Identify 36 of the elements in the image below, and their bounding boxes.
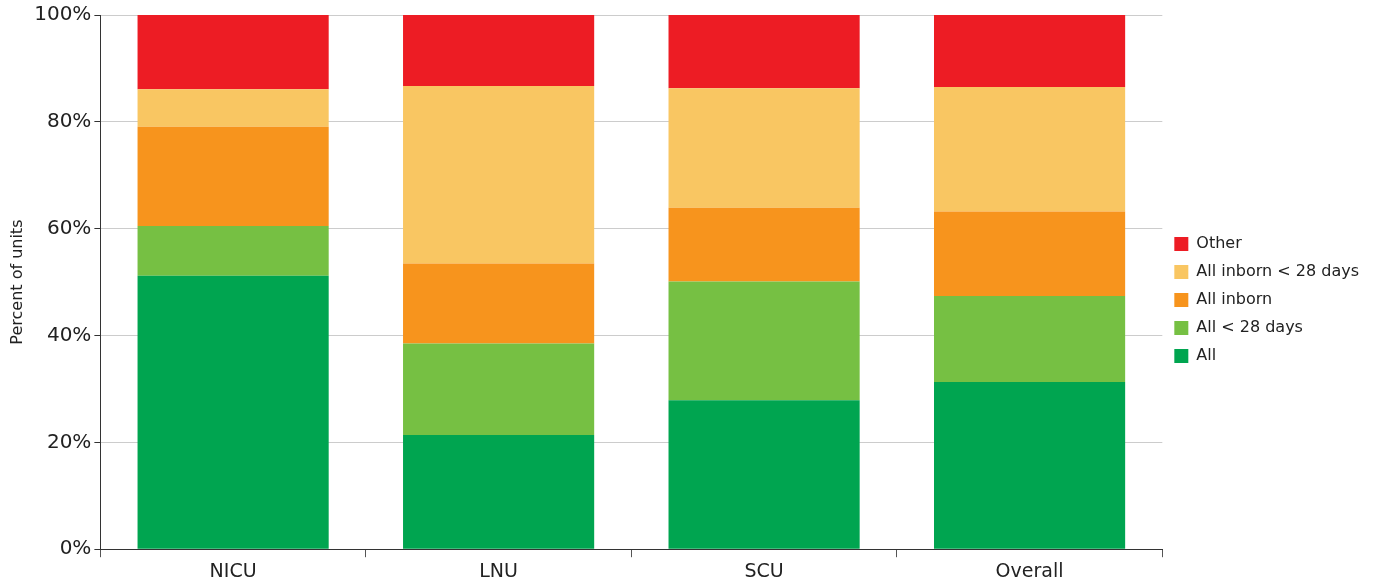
bar (403, 86, 595, 264)
y-tick-label: 60% (46, 214, 92, 239)
x-tick-label: Overall (995, 558, 1064, 581)
y-tick-label: 80% (46, 108, 92, 133)
y-tick-label: 20% (46, 428, 92, 453)
bar (137, 275, 329, 549)
x-tick-label: LNU (479, 558, 518, 581)
legend-label: All (1196, 345, 1217, 365)
bar (934, 87, 1126, 212)
bar (668, 88, 860, 208)
bar (403, 343, 595, 435)
legend-label: All < 28 days (1196, 317, 1303, 337)
bar (934, 15, 1126, 88)
bar (668, 400, 860, 549)
bar (403, 263, 595, 344)
legend-label: Other (1196, 233, 1243, 253)
legend-label: All inborn (1196, 289, 1273, 309)
x-tick-label: SCU (744, 558, 784, 581)
y-tick-label: 40% (46, 321, 92, 346)
bar (934, 382, 1126, 549)
bar (137, 226, 329, 276)
bar (137, 89, 329, 127)
bar (137, 15, 329, 90)
bar (934, 211, 1126, 296)
bar (403, 434, 595, 549)
bar (137, 126, 329, 227)
legend-label: All inborn < 28 days (1196, 261, 1360, 281)
bar (934, 295, 1126, 382)
y-axis-title: Percent of units (6, 219, 26, 345)
bar (403, 15, 595, 87)
bar (668, 15, 860, 89)
y-tick-label: 0% (59, 535, 92, 560)
bar (668, 207, 860, 282)
y-tick-label: 100% (34, 1, 92, 26)
x-tick-label: NICU (209, 558, 257, 581)
bar (668, 281, 860, 401)
